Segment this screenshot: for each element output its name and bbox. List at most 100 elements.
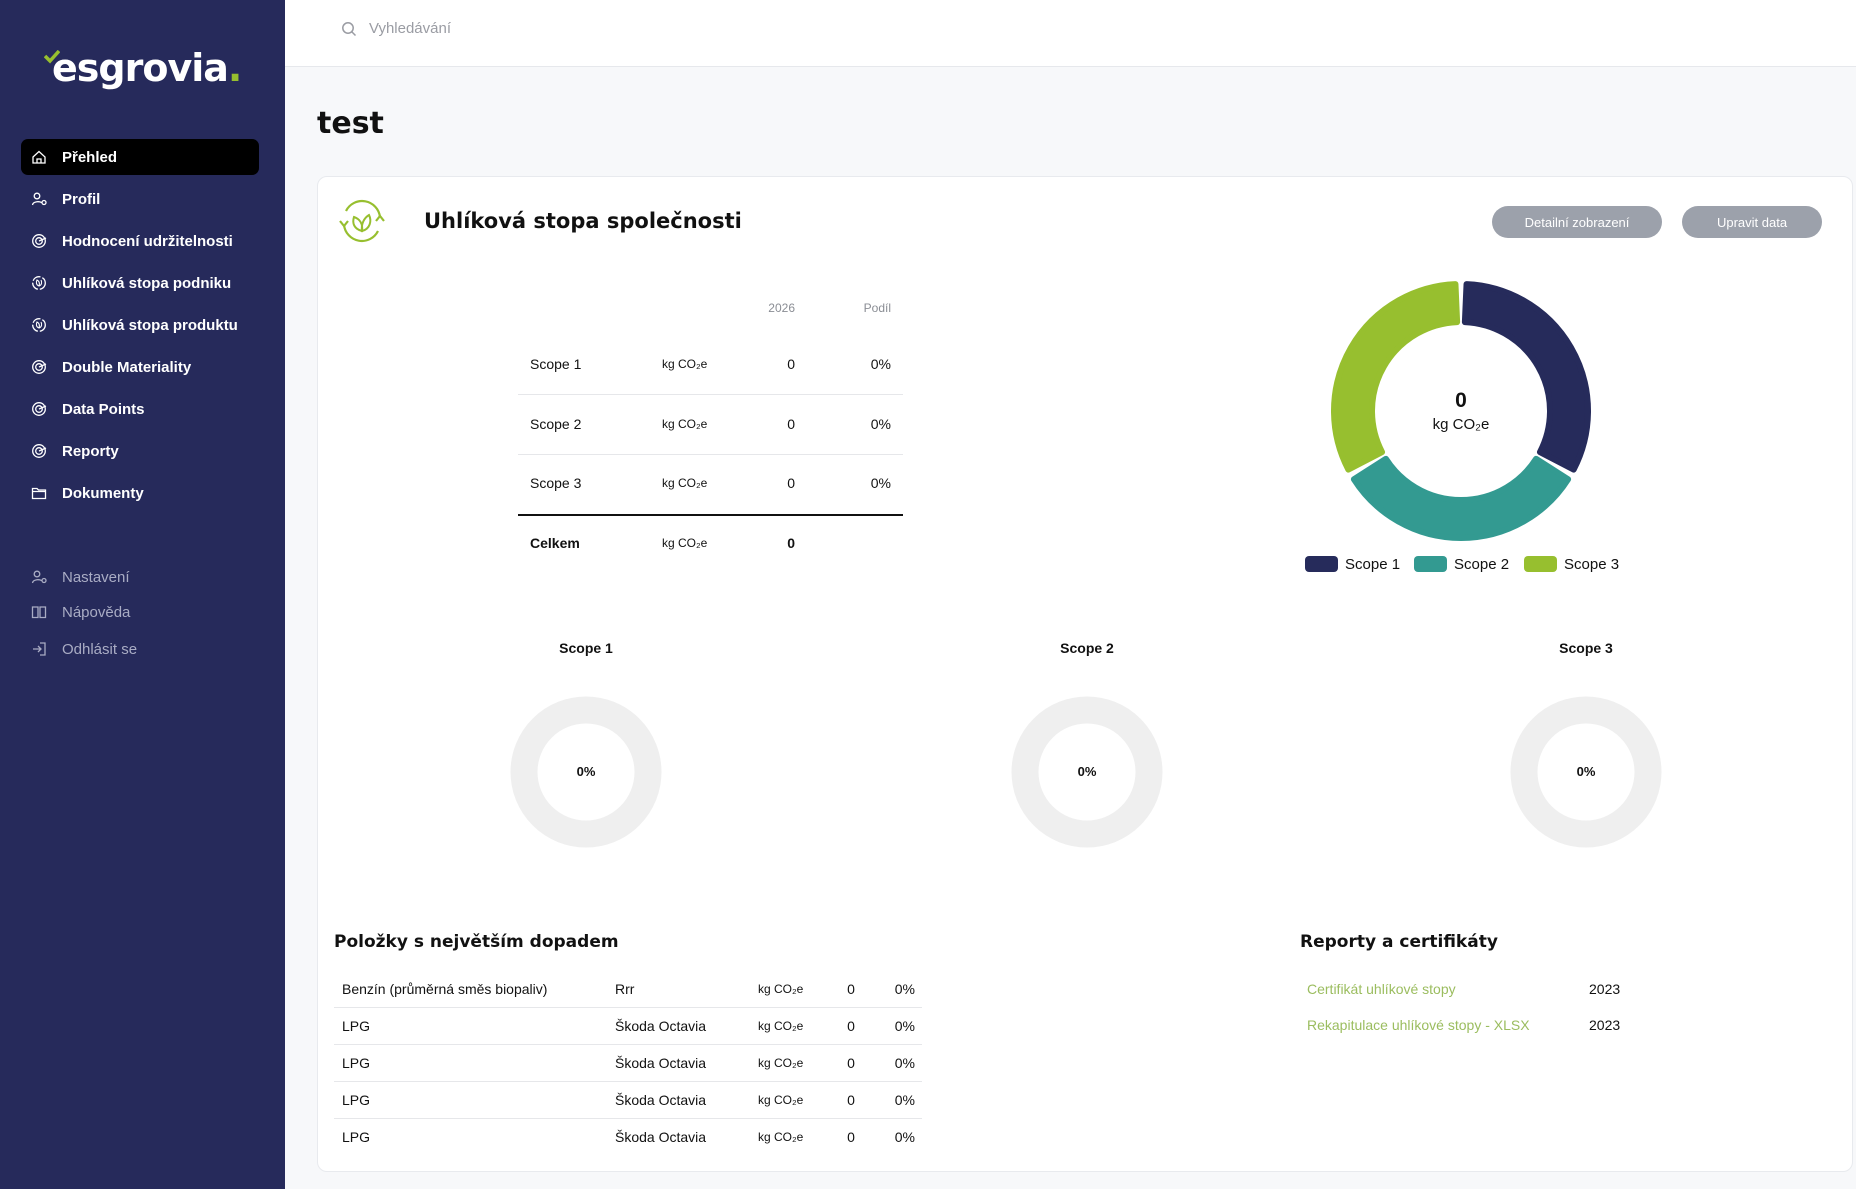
search-placeholder: Vyhledávání bbox=[369, 20, 452, 37]
target-icon bbox=[32, 402, 47, 416]
share: 0% bbox=[894, 1092, 915, 1108]
scope-chart-title: Scope 1 bbox=[559, 640, 613, 656]
sidebar-item-profil[interactable]: Profil bbox=[21, 181, 259, 217]
card-title: Uhlíková stopa společnosti bbox=[424, 209, 742, 233]
target-icon bbox=[32, 360, 47, 374]
unit: kg CO₂e bbox=[758, 1093, 804, 1107]
sidebar-item-label: Nastavení bbox=[62, 568, 130, 586]
edit-data-button[interactable]: Upravit data bbox=[1682, 206, 1822, 238]
sidebar-item-label: Nápověda bbox=[62, 603, 131, 621]
carbon-footprint-card: Uhlíková stopa společnosti Detailní zobr… bbox=[317, 176, 1853, 1172]
unit: kg CO₂e bbox=[758, 1019, 804, 1033]
target-icon bbox=[32, 234, 47, 248]
sidebar-item-label: Data Points bbox=[62, 400, 145, 418]
row-divider bbox=[518, 454, 903, 455]
report-link[interactable]: Rekapitulace uhlíkové stopy - XLSX bbox=[1307, 1017, 1530, 1033]
reports-title: Reporty a certifikáty bbox=[1300, 932, 1498, 952]
share: 0% bbox=[894, 1055, 915, 1071]
leaf-cycle-icon bbox=[32, 276, 46, 290]
scope-chart-value: 0% bbox=[576, 764, 596, 779]
sidebar-item-label: Přehled bbox=[62, 148, 118, 166]
logo-text: esgrovia bbox=[52, 46, 229, 90]
sidebar-item-double-materiality[interactable]: Double Materiality bbox=[21, 349, 259, 385]
sidebar-item-reporty[interactable]: Reporty bbox=[21, 433, 259, 469]
value: 0 bbox=[847, 1018, 855, 1034]
row-divider bbox=[334, 1044, 922, 1045]
row-divider bbox=[334, 1118, 922, 1119]
legend-label: Scope 1 bbox=[1345, 556, 1401, 573]
check-icon bbox=[44, 50, 60, 64]
sidebar-item-label: Dokumenty bbox=[62, 484, 144, 502]
total-label: Celkem bbox=[530, 535, 580, 551]
sidebar-item-label: Uhlíková stopa podniku bbox=[62, 274, 232, 292]
total-value: 0 bbox=[787, 535, 795, 551]
sidebar-item-přehled[interactable]: Přehled bbox=[21, 139, 259, 175]
legend-swatch bbox=[1524, 556, 1557, 572]
unit: kg CO₂e bbox=[662, 417, 708, 431]
value: 0 bbox=[847, 1092, 855, 1108]
row-divider bbox=[518, 394, 903, 395]
value: 0 bbox=[847, 1129, 855, 1145]
value: 0 bbox=[787, 416, 795, 432]
sidebar-item-dokumenty[interactable]: Dokumenty bbox=[21, 475, 259, 511]
sidebar-item-hodnocení-udržitelnosti[interactable]: Hodnocení udržitelnosti bbox=[21, 223, 259, 259]
scope-donut bbox=[1011, 696, 1163, 848]
scope-donut bbox=[510, 696, 662, 848]
legend-label: Scope 2 bbox=[1454, 556, 1510, 573]
sidebar-item-uhlíková-stopa-podniku[interactable]: Uhlíková stopa podniku bbox=[21, 265, 259, 301]
unit: kg CO₂e bbox=[662, 357, 708, 371]
item-name: LPG bbox=[342, 1092, 371, 1108]
logo[interactable]: esgrovia. bbox=[44, 46, 242, 90]
search-input[interactable]: Vyhledávání bbox=[341, 20, 451, 37]
donut-segment-scope-3[interactable] bbox=[1331, 281, 1461, 473]
item-source: Škoda Octavia bbox=[615, 1129, 707, 1145]
logo-dot: . bbox=[227, 46, 242, 90]
user-icon bbox=[31, 192, 47, 206]
sidebar-item-label: Uhlíková stopa produktu bbox=[62, 316, 238, 334]
sidebar: esgrovia. Přehled Profil Hodnocení udržite… bbox=[0, 0, 285, 1189]
sidebar-item-label: Odhlásit se bbox=[62, 640, 138, 658]
report-year: 2023 bbox=[1589, 981, 1621, 997]
scope-label: Scope 2 bbox=[530, 416, 582, 432]
user-settings-icon bbox=[31, 570, 47, 584]
leaf-cycle-icon bbox=[32, 318, 46, 332]
scope-chart-title: Scope 3 bbox=[1559, 640, 1613, 656]
scope-chart-title: Scope 2 bbox=[1060, 640, 1114, 656]
col-header-year: 2026 bbox=[768, 301, 795, 315]
report-year: 2023 bbox=[1589, 1017, 1621, 1033]
sidebar-item-user-settings[interactable]: Nastavení bbox=[21, 559, 259, 595]
folder-icon bbox=[31, 487, 47, 500]
search-icon bbox=[342, 21, 357, 36]
detail-view-button[interactable]: Detailní zobrazení bbox=[1492, 206, 1662, 238]
donut-center-value: 0 bbox=[1455, 389, 1467, 412]
share: 0% bbox=[894, 981, 915, 997]
sidebar-item-label: Double Materiality bbox=[62, 358, 192, 376]
scope-donut-track bbox=[1510, 696, 1662, 848]
item-name: LPG bbox=[342, 1129, 371, 1145]
target-icon bbox=[32, 444, 47, 458]
home-icon bbox=[32, 150, 46, 164]
sidebar-item-label: Reporty bbox=[62, 442, 119, 460]
scope-chart-value: 0% bbox=[1576, 764, 1596, 779]
donut-segment-scope-2[interactable] bbox=[1350, 455, 1572, 541]
scope-donut bbox=[1510, 696, 1662, 848]
sidebar-item-logout[interactable]: Odhlásit se bbox=[21, 631, 259, 667]
donut-center-unit: kg CO₂e bbox=[1432, 416, 1490, 433]
value: 0 bbox=[847, 981, 855, 997]
item-name: LPG bbox=[342, 1055, 371, 1071]
row-divider bbox=[334, 1081, 922, 1082]
unit: kg CO₂e bbox=[662, 476, 708, 490]
sidebar-item-uhlíková-stopa-produktu[interactable]: Uhlíková stopa produktu bbox=[21, 307, 259, 343]
sidebar-item-data-points[interactable]: Data Points bbox=[21, 391, 259, 427]
sidebar-item-label: Hodnocení udržitelnosti bbox=[62, 232, 233, 250]
report-link[interactable]: Certifikát uhlíkové stopy bbox=[1307, 981, 1456, 997]
sidebar-item-book[interactable]: Nápověda bbox=[21, 594, 259, 630]
leaf-cycle-icon bbox=[339, 199, 385, 243]
unit: kg CO₂e bbox=[662, 536, 708, 550]
share: 0% bbox=[870, 416, 891, 432]
book-icon bbox=[31, 606, 47, 619]
donut-segment-scope-1[interactable] bbox=[1461, 281, 1591, 473]
legend-swatch bbox=[1305, 556, 1338, 572]
col-header-share: Podíl bbox=[863, 301, 891, 315]
unit: kg CO₂e bbox=[758, 1130, 804, 1144]
